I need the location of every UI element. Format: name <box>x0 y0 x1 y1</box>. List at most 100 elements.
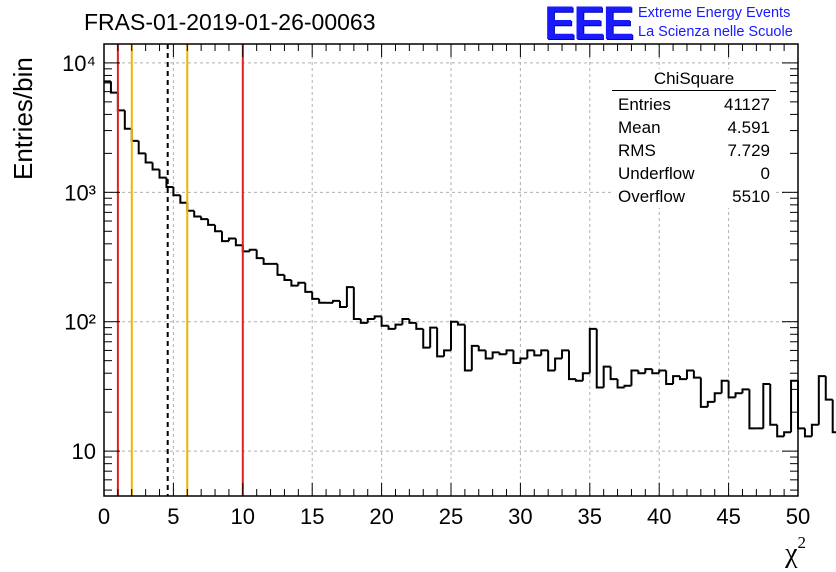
histogram-bin <box>748 389 757 430</box>
y-axis-label: Entries/bin <box>8 57 38 180</box>
histogram-bin <box>637 370 646 375</box>
histogram-bin <box>672 375 681 385</box>
x-tick-label: 20 <box>369 504 393 529</box>
stats-row-underflow: Underflow 0 <box>612 162 776 185</box>
histogram-bin <box>554 357 563 371</box>
histogram-bin <box>179 195 188 204</box>
histogram-bin <box>373 315 382 319</box>
histogram-bin <box>422 328 431 349</box>
x-tick-label: 40 <box>647 504 671 529</box>
histogram-bin <box>408 318 417 324</box>
histogram-bin <box>831 399 836 434</box>
x-tick-label: 45 <box>716 504 740 529</box>
x-tick-label: 30 <box>508 504 532 529</box>
tick-label-layer: 0 5 10 15 20 25 30 35 40 45 50 10 10² 10³ 10⁴ <box>62 51 810 529</box>
y-tick-label: 10³ <box>64 180 96 205</box>
x-tick-label: 15 <box>300 504 324 529</box>
histogram-bin <box>783 431 792 437</box>
x-tick-label: 0 <box>98 504 110 529</box>
stats-label: Underflow <box>618 164 695 183</box>
stats-label: Mean <box>618 118 661 137</box>
histogram-bin <box>137 140 146 155</box>
stats-value: 41127 <box>723 95 770 114</box>
histogram-bin <box>720 379 729 394</box>
histogram-bin <box>727 380 736 399</box>
histogram-bin <box>824 376 833 401</box>
histogram-bin <box>810 423 819 437</box>
histogram-bin <box>505 349 514 355</box>
histogram-bin <box>790 379 798 433</box>
histogram-bin <box>443 349 451 357</box>
logo-line-2: La Scienza nelle Scuole <box>638 24 793 40</box>
histogram-bin <box>769 384 778 426</box>
histogram-bin <box>401 317 410 325</box>
histogram-bin <box>158 169 167 179</box>
histogram-bin <box>283 274 292 282</box>
histogram-bin <box>429 326 438 348</box>
histogram-bin <box>359 318 368 324</box>
histogram-bin <box>214 224 222 233</box>
histogram-bin <box>484 350 493 360</box>
histogram-bin <box>130 128 139 142</box>
y-tick-label: 10 <box>72 439 96 464</box>
histogram-bin <box>200 216 209 221</box>
histogram-bin <box>679 376 687 381</box>
logo-line-1: Extreme Energy Events <box>638 5 791 21</box>
histogram-bin <box>762 383 771 429</box>
stats-row-overflow: Overflow 5510 <box>612 185 776 208</box>
histogram-bin <box>533 350 542 357</box>
stats-value: 7.729 <box>727 141 770 160</box>
histogram-bin <box>817 375 826 425</box>
histogram-bin <box>512 350 521 364</box>
histogram-bin <box>220 231 229 243</box>
histogram-bin <box>623 384 632 388</box>
histogram-bin <box>526 349 535 359</box>
histogram-bin <box>540 349 549 356</box>
histogram-bin <box>463 324 472 372</box>
histogram-bin <box>415 322 424 330</box>
histogram-bin <box>345 286 354 307</box>
histogram-bin <box>581 372 590 381</box>
histogram-bin <box>602 365 611 388</box>
histogram-bin <box>297 281 306 286</box>
histogram-bin <box>241 245 250 253</box>
marker-lines-layer <box>116 44 244 496</box>
stats-label: Entries <box>618 95 671 114</box>
histogram-bin <box>165 177 174 188</box>
histogram-bin <box>685 369 694 380</box>
stats-value: 0 <box>760 164 770 183</box>
histogram-bin <box>332 299 340 303</box>
histogram-bin <box>380 316 389 327</box>
histogram-bin <box>186 202 195 212</box>
histogram-bin <box>116 92 125 112</box>
stats-label: Overflow <box>618 187 686 206</box>
x-tick-label: 35 <box>578 504 602 529</box>
histogram-bin <box>561 349 569 359</box>
histogram-bin <box>616 379 625 389</box>
histogram-bin <box>366 317 375 323</box>
x-axis-label: χ2 <box>785 533 806 569</box>
histogram-bin <box>436 327 445 358</box>
histogram-bin <box>741 388 750 394</box>
histogram-bin <box>456 321 465 326</box>
histogram-bin <box>658 369 667 374</box>
histogram-bin <box>450 320 458 351</box>
histogram-bin <box>595 328 604 389</box>
histogram-bin <box>144 153 153 164</box>
histogram-bin <box>470 344 479 371</box>
x-tick-label: 5 <box>167 504 179 529</box>
histogram-bin <box>394 323 403 329</box>
histogram-bin <box>797 380 805 430</box>
x-tick-label: 10 <box>231 504 255 529</box>
logo-text: Extreme Energy Events La Scienza nelle S… <box>638 4 793 42</box>
histogram-bin <box>498 352 507 356</box>
stats-box: ChiSquare Entries 41127 Mean 4.591 RMS 7… <box>612 69 776 208</box>
histogram-bin <box>151 162 160 171</box>
chart-title: FRAS-01-2019-01-26-00063 <box>84 9 376 35</box>
histogram-bin <box>109 81 118 94</box>
histogram-bin <box>734 392 743 398</box>
histogram-bin <box>491 351 500 359</box>
histogram-bin <box>776 424 785 438</box>
stats-title: ChiSquare <box>612 69 776 91</box>
y-tick-label: 10⁴ <box>62 51 96 76</box>
